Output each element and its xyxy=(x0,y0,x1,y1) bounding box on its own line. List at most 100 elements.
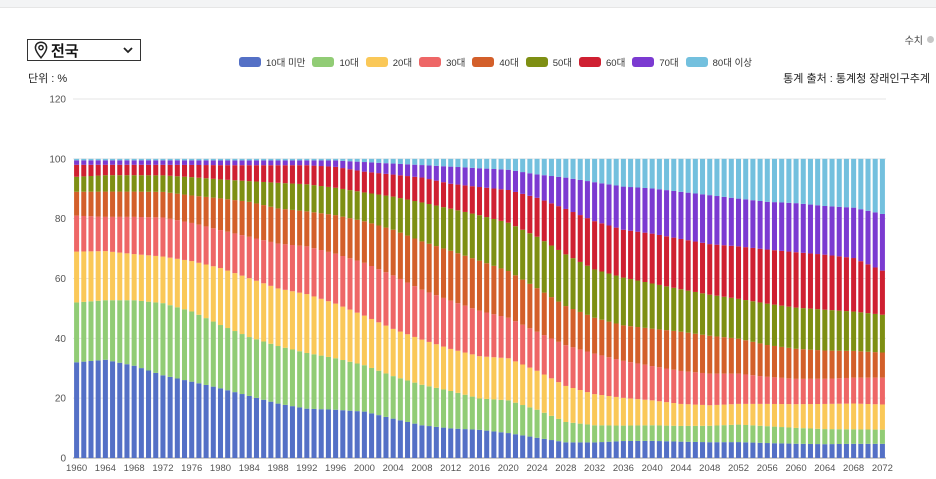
bar-segment xyxy=(807,443,813,458)
unit-label: 단위 : % xyxy=(28,73,68,85)
bar-segment xyxy=(311,160,317,166)
bar-segment xyxy=(757,442,763,458)
bar-segment xyxy=(110,361,116,458)
legend-item[interactable]: 40대 xyxy=(472,55,519,69)
bar-segment xyxy=(656,158,662,190)
bar-segment xyxy=(181,164,188,177)
bar-segment xyxy=(426,165,432,180)
bar-segment xyxy=(469,308,475,355)
bar-segment xyxy=(570,442,576,458)
bar-segment xyxy=(419,202,425,242)
bar-segment xyxy=(548,338,554,379)
bar-segment xyxy=(642,425,648,441)
bar-segment xyxy=(88,191,94,217)
bar-segment xyxy=(469,258,475,309)
bar-segment xyxy=(735,158,742,199)
bar-segment xyxy=(88,361,94,458)
bar-segment xyxy=(843,207,849,258)
bar-segment xyxy=(512,321,518,362)
bar-segment xyxy=(340,216,346,257)
bar-segment xyxy=(498,220,504,269)
x-tick-label: 2008 xyxy=(411,463,432,474)
bar-segment xyxy=(441,158,447,167)
bar-segment xyxy=(369,318,375,368)
legend-swatch xyxy=(312,57,335,67)
bar-segment xyxy=(347,410,353,458)
bar-segment xyxy=(649,400,655,426)
bar-segment xyxy=(146,301,152,371)
bar-segment xyxy=(275,208,281,244)
bar-segment xyxy=(649,188,655,234)
region-select[interactable]: 전국 xyxy=(27,39,141,61)
bar-segment xyxy=(160,175,166,192)
bar-segment xyxy=(872,404,878,430)
bar-segment xyxy=(707,195,713,245)
legend-item[interactable]: 70대 xyxy=(632,55,679,69)
bar-segment xyxy=(217,230,224,269)
bar-segment xyxy=(455,350,461,393)
x-tick-label: 2024 xyxy=(526,463,547,474)
bar-segment xyxy=(383,158,389,164)
bar-segment xyxy=(448,300,454,349)
bar-segment xyxy=(620,325,626,361)
legend-item[interactable]: 30대 xyxy=(419,55,465,69)
bar-segment xyxy=(707,335,713,374)
bar-segment xyxy=(426,243,432,293)
bar-segment xyxy=(376,225,382,270)
bar-segment xyxy=(692,404,698,426)
bar-segment xyxy=(635,440,641,458)
legend-item[interactable]: 20대 xyxy=(365,55,412,69)
bar-segment xyxy=(642,281,648,328)
bar-segment xyxy=(584,442,590,458)
bar-segment xyxy=(347,309,353,362)
bar-segment xyxy=(714,336,720,374)
bar-segment xyxy=(81,251,87,302)
bar-segment xyxy=(750,247,756,302)
bar-segment xyxy=(289,349,295,407)
bar-segment xyxy=(771,377,778,404)
bar-segment xyxy=(822,429,828,445)
bar-segment xyxy=(843,350,849,378)
bar-segment xyxy=(836,310,842,351)
bar-segment xyxy=(448,390,454,429)
bar-segment xyxy=(232,233,238,274)
bar-segment xyxy=(556,206,562,250)
bar-segment xyxy=(102,164,108,176)
value-toggle[interactable]: 수치 xyxy=(905,32,934,47)
bar-segment xyxy=(318,186,324,214)
bar-segment xyxy=(635,187,641,232)
bar-segment xyxy=(685,441,691,458)
bar-segment xyxy=(512,170,518,192)
bar-segment xyxy=(304,294,310,353)
bar-segment xyxy=(779,305,785,347)
bar-segment xyxy=(476,215,483,261)
legend-item[interactable]: 50대 xyxy=(525,55,572,69)
legend-item[interactable]: 10대 미만 xyxy=(239,55,305,69)
bar-segment xyxy=(649,233,655,284)
bar-segment xyxy=(383,416,389,458)
bar-segment xyxy=(81,176,87,192)
bar-segment xyxy=(822,254,828,310)
bar-segment xyxy=(383,163,389,174)
bar-segment xyxy=(563,442,569,458)
bar-segment xyxy=(822,444,828,458)
legend-item[interactable]: 80대 이상 xyxy=(685,55,752,69)
bar-segment xyxy=(167,218,173,258)
bar-segment xyxy=(160,191,166,218)
bar-segment xyxy=(606,425,612,442)
bar-segment xyxy=(642,364,648,400)
bar-segment xyxy=(189,160,195,165)
bar-segment xyxy=(613,396,619,426)
bar-segment xyxy=(210,197,216,229)
bar-segment xyxy=(340,168,346,189)
legend-item[interactable]: 10대 xyxy=(312,55,359,69)
bar-segment xyxy=(635,231,641,281)
bar-segment xyxy=(138,300,144,369)
bar-segment xyxy=(239,275,245,335)
bar-segment xyxy=(138,217,144,255)
bar-segment xyxy=(858,351,864,378)
bar-segment xyxy=(110,300,116,362)
x-tick-label: 1984 xyxy=(239,463,260,474)
bar-segment xyxy=(649,440,655,458)
legend-item[interactable]: 60대 xyxy=(579,55,625,69)
